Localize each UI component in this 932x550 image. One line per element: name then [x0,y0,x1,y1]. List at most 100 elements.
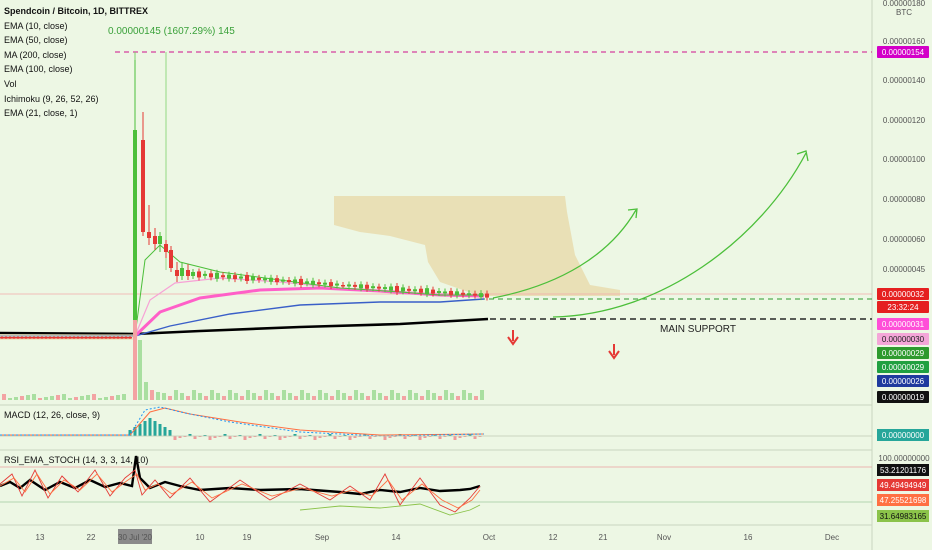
legend-ema-21[interactable]: EMA (21, close, 1) [4,108,78,119]
macd-bar [368,436,372,439]
candle [124,336,128,339]
time-tick-label: 30 Jul '20 [118,533,153,542]
chart-legend[interactable]: Spendcoin / Bitcoin, 1D, BITTREX EMA (10… [4,4,148,121]
candle [401,284,405,295]
time-tick-label: 13 [36,533,45,542]
time-tick-label: 21 [599,533,608,542]
candle [100,336,104,339]
volume-bar [138,340,142,400]
macd-bar [298,436,302,439]
volume-bar [324,393,328,400]
time-tick-label: Nov [657,533,671,542]
candle [84,336,88,339]
volume-bar [32,394,36,400]
macd-bar [448,435,452,436]
macd-bar [473,436,477,439]
macd-label[interactable]: MACD (12, 26, close, 9) [4,410,101,420]
volume-bar [38,398,42,400]
macd-bar [403,436,407,439]
macd-bar [338,436,342,437]
macd-bar [343,435,347,436]
time-tick-label: 19 [243,533,252,542]
candle [24,336,28,339]
projection-arrow-short[interactable] [492,209,637,299]
candle [52,336,56,339]
down-arrow-2[interactable] [608,344,620,360]
ema-100-line [0,298,485,337]
time-cursor-highlight [118,529,152,544]
time-tick-label: 14 [392,533,401,542]
volume-bar [294,396,298,400]
macd-bar [168,430,172,436]
legend-ichimoku[interactable]: Ichimoku (9, 26, 52, 26) [4,93,99,104]
price-tag-text: 0.00000026 [882,377,925,386]
candle [449,287,453,298]
candle [263,275,267,284]
macd-bar [158,424,162,436]
legend-vol[interactable]: Vol [4,78,17,89]
macd-tag: 0.00000000 [877,429,929,441]
candle [419,285,423,296]
legend-title[interactable]: Spendcoin / Bitcoin, 1D, BITTREX [4,6,149,16]
rsi-label[interactable]: RSI_EMA_STOCH (14, 3, 3, 14, 10) [4,455,149,465]
macd-bar [153,421,157,436]
macd-bar [198,436,202,437]
candle [473,290,477,299]
volume-bar [306,393,310,400]
rsi-axis: 100.00000000 [878,454,930,463]
volume-bar [216,393,220,400]
legend-ema-100[interactable]: EMA (100, close) [4,64,73,75]
volume-bar [336,390,340,400]
volume-bar [438,396,442,400]
volume-bar [318,390,322,400]
candle [299,275,303,288]
volume-bar [174,390,178,400]
candle [48,336,52,339]
time-axis[interactable]: 13 22 30 Jul '20 10 19 Sep 14 Oct 12 21 Nov 16 Dec [36,533,840,542]
ema-10-line [134,244,484,337]
price-tag: 0.00000032 [877,288,929,300]
legend-ema-10[interactable]: EMA (10, close) [4,20,68,31]
volume-bar [62,394,66,400]
down-arrow-1[interactable] [507,330,519,346]
candle [153,228,157,250]
volume-bar [354,390,358,400]
price-tag-text: 0.00000032 [882,290,925,299]
macd-bar [383,436,387,440]
candle [371,283,375,292]
volume-bar [8,398,12,400]
projection-arrow-long[interactable] [552,152,807,318]
volume-bar [50,396,54,400]
macd-bar [288,436,292,437]
volume-bar [468,393,472,400]
candle [311,277,315,288]
main-support-label[interactable]: MAIN SUPPORT [660,324,736,335]
legend-ma-200[interactable]: MA (200, close) [4,49,67,60]
price-tag: 0.00000031 [877,318,929,330]
candle [461,289,465,298]
candle [215,269,219,282]
volume-bar [110,396,114,400]
macd-bar [468,434,472,436]
price-tag: 0.00000029 [877,361,929,373]
price-tag: 0.00000019 [877,391,929,403]
macd-bar [408,436,412,437]
macd-bar [443,436,447,437]
volume-bar [186,396,190,400]
macd-bar [133,427,137,436]
volume-bar [444,390,448,400]
candle [36,336,40,339]
legend-ema-50[interactable]: EMA (50, close) [4,35,68,46]
candle [395,282,399,295]
volume-bar [396,393,400,400]
ma-200-line [0,317,489,336]
candle [44,336,48,339]
rsi-tag-text: 53.21201176 [880,466,927,475]
volume-bar [432,393,436,400]
volume-bar [122,394,126,400]
price-tick-label: 0.00000045 [883,265,926,274]
rsi-tag: 49.49494949 [877,479,929,491]
macd-bar [348,436,352,440]
volume-bar [98,398,102,400]
